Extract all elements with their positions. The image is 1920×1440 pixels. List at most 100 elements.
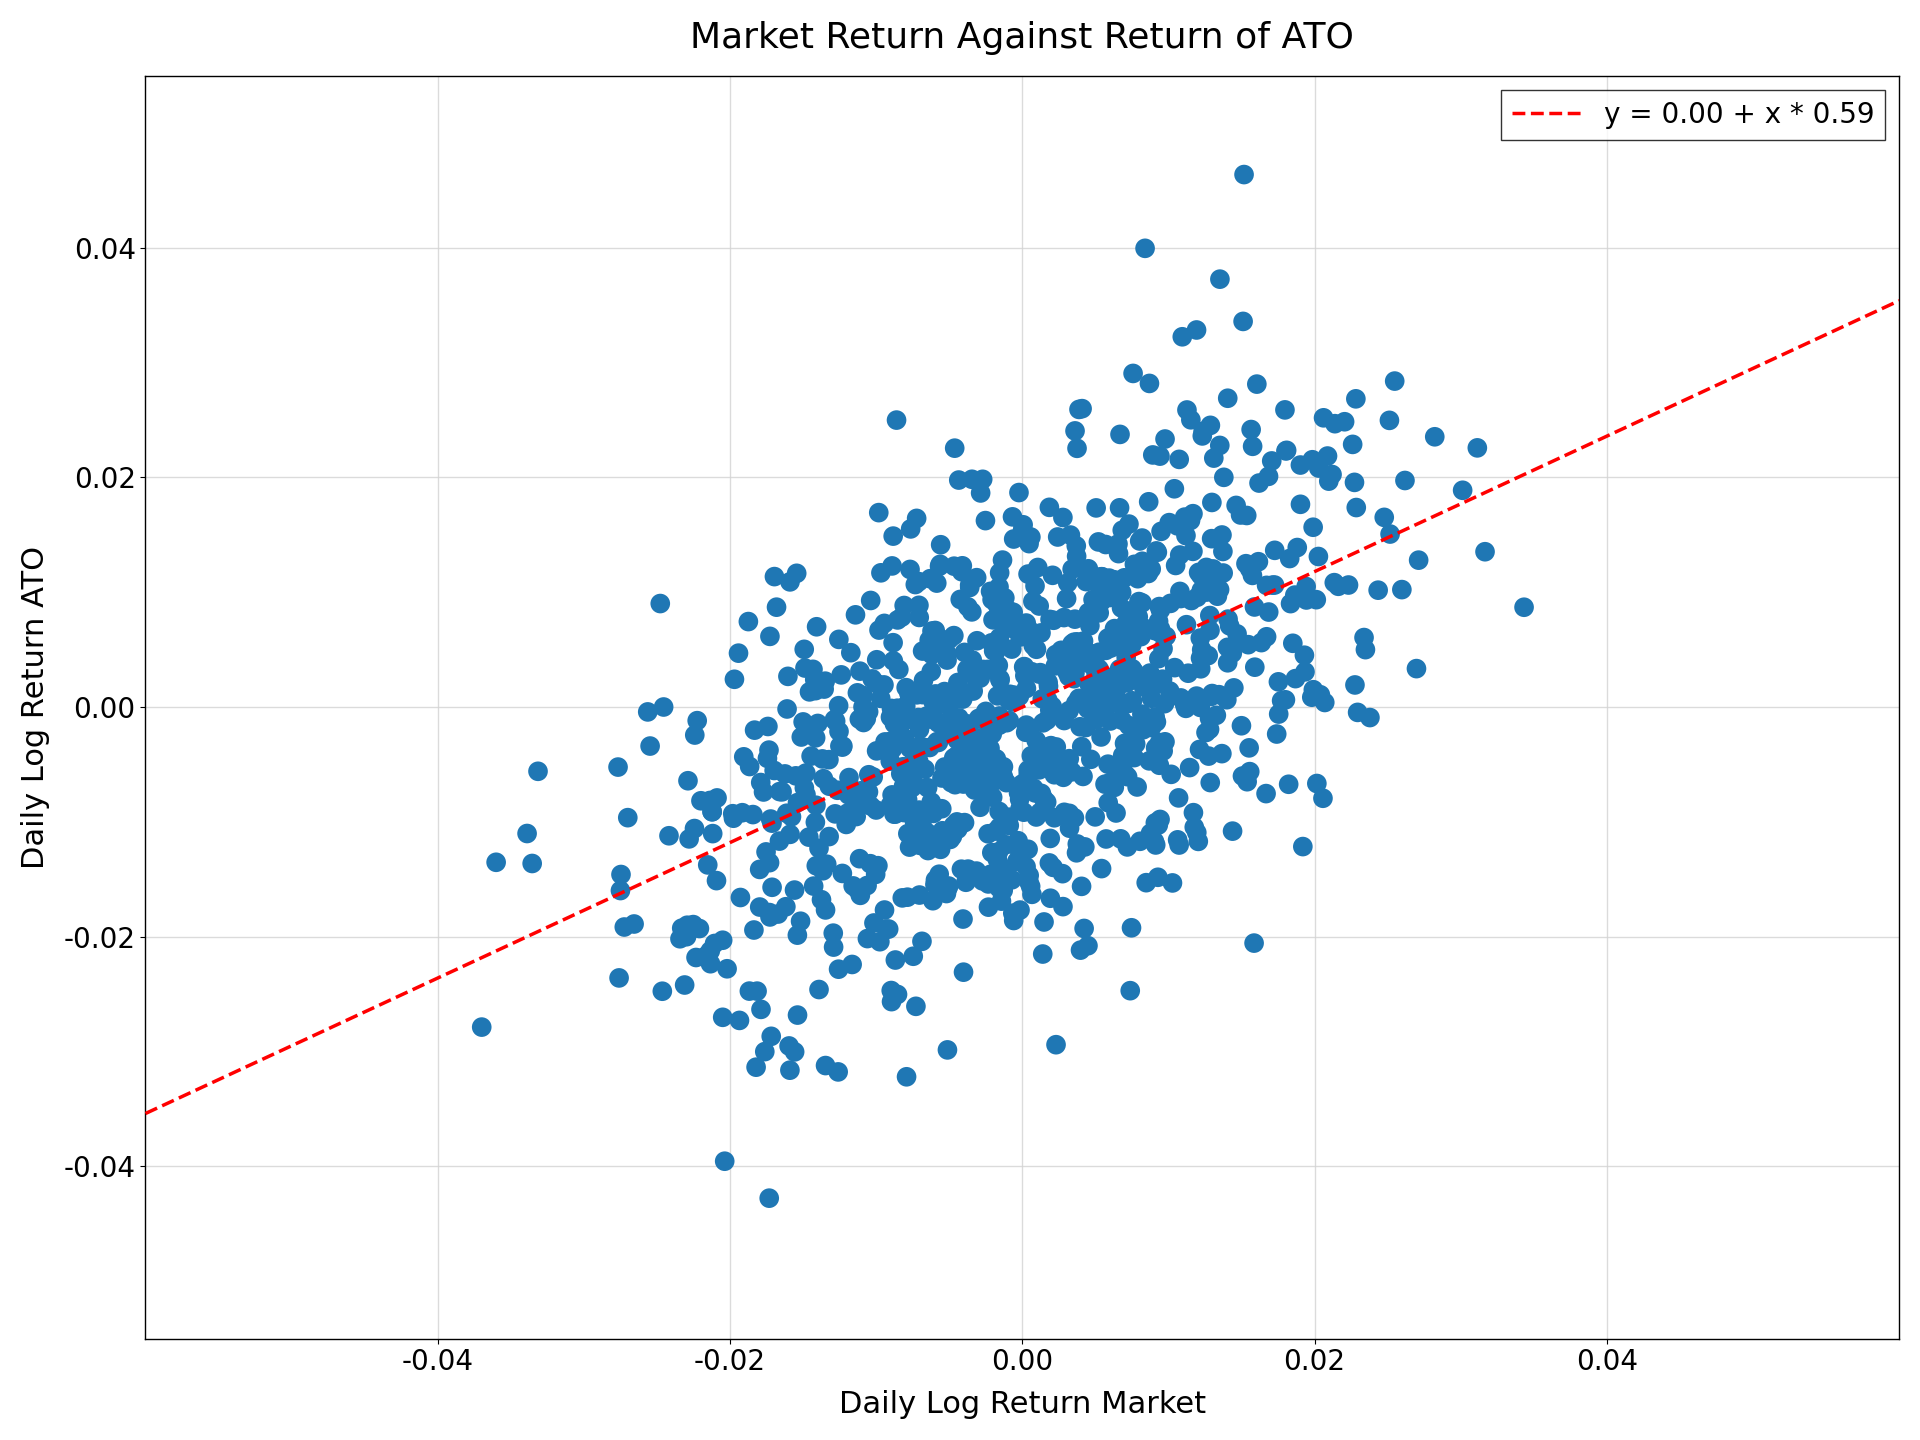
Point	[1187, 638, 1217, 661]
Point	[995, 805, 1025, 828]
Point	[1242, 550, 1273, 573]
Point	[701, 870, 732, 893]
Point	[1104, 635, 1135, 658]
Point	[774, 570, 804, 593]
Point	[791, 783, 822, 806]
Point	[618, 913, 649, 936]
Point	[1083, 658, 1114, 681]
Point	[789, 776, 820, 799]
Point	[1039, 752, 1069, 775]
Point	[820, 710, 851, 733]
Point	[1106, 828, 1137, 851]
Point	[697, 801, 728, 824]
Point	[774, 1058, 804, 1081]
Point	[1127, 703, 1158, 726]
Point	[739, 919, 770, 942]
Point	[964, 759, 995, 782]
Point	[785, 726, 816, 749]
Point	[1290, 589, 1321, 612]
Point	[968, 776, 998, 799]
Point	[900, 995, 931, 1018]
Point	[1260, 539, 1290, 562]
Point	[1236, 435, 1267, 458]
Point	[1094, 680, 1125, 703]
Point	[895, 557, 925, 580]
Point	[1014, 871, 1044, 894]
Point	[822, 779, 852, 802]
Point	[1020, 575, 1050, 598]
Point	[876, 706, 906, 729]
Point	[906, 831, 937, 854]
Point	[810, 1054, 841, 1077]
Point	[1154, 680, 1185, 703]
Point	[970, 700, 1000, 723]
Point	[975, 631, 1006, 654]
Point	[1140, 706, 1171, 729]
Point	[824, 1060, 854, 1083]
Point	[837, 874, 868, 897]
Point	[804, 837, 835, 860]
Point	[1196, 683, 1227, 706]
Point	[962, 629, 993, 652]
Point	[756, 812, 787, 835]
Point	[1194, 770, 1225, 793]
Point	[1123, 605, 1154, 628]
Point	[877, 783, 908, 806]
Point	[998, 909, 1029, 932]
Point	[883, 658, 914, 681]
Point	[858, 912, 889, 935]
Point	[1004, 798, 1035, 821]
Point	[1260, 573, 1290, 596]
Point	[1116, 916, 1146, 939]
Point	[1363, 579, 1394, 602]
Point	[1185, 696, 1215, 719]
Point	[912, 840, 943, 863]
Point	[749, 780, 780, 804]
Point	[795, 744, 826, 768]
Point	[1092, 753, 1123, 776]
Point	[1073, 691, 1104, 714]
Point	[724, 642, 755, 665]
Point	[973, 873, 1004, 896]
Point	[950, 757, 981, 780]
Point	[897, 831, 927, 854]
Point	[1144, 599, 1175, 622]
Point	[1244, 471, 1275, 494]
Point	[1183, 562, 1213, 585]
Point	[1271, 439, 1302, 462]
Point	[902, 750, 933, 773]
Point	[1246, 631, 1277, 654]
Point	[852, 763, 883, 786]
Point	[697, 801, 728, 824]
Point	[1419, 425, 1450, 448]
Point	[1006, 841, 1037, 864]
Point	[1046, 639, 1077, 662]
Point	[833, 766, 864, 789]
Point	[968, 468, 998, 491]
Point	[1233, 634, 1263, 657]
Point	[916, 660, 947, 683]
Point	[1308, 786, 1338, 809]
Point	[845, 707, 876, 730]
Point	[987, 600, 1018, 624]
Point	[605, 878, 636, 901]
Point	[814, 825, 845, 848]
Point	[893, 681, 924, 704]
Point	[1144, 618, 1175, 641]
Point	[1112, 612, 1142, 635]
Point	[831, 802, 862, 825]
Point	[931, 883, 962, 906]
Point	[996, 603, 1027, 626]
Point	[983, 877, 1014, 900]
Point	[1106, 580, 1137, 603]
Point	[1091, 533, 1121, 556]
Point	[899, 945, 929, 968]
Point	[972, 658, 1002, 681]
Point	[1044, 649, 1075, 672]
Point	[1206, 524, 1236, 547]
Point	[899, 743, 929, 766]
Point	[1281, 667, 1311, 690]
Point	[467, 1015, 497, 1038]
Point	[645, 592, 676, 615]
Point	[1073, 697, 1104, 720]
